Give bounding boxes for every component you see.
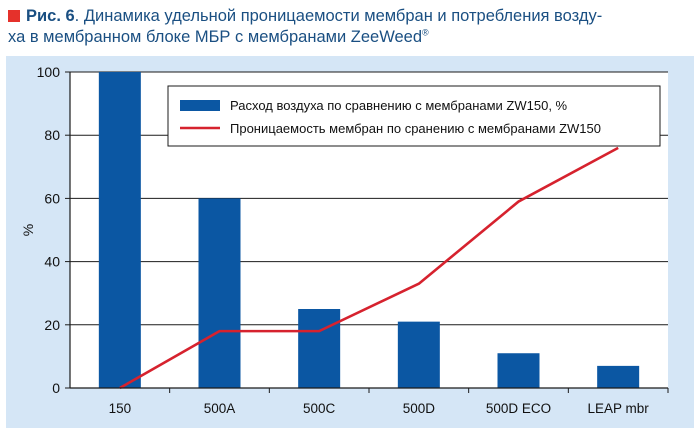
y-tick-label-1: 20 xyxy=(44,317,60,333)
y-axis-label: % xyxy=(20,224,36,236)
red-square-icon xyxy=(8,10,20,22)
trademark-symbol: ® xyxy=(422,27,429,38)
caption-title-part-2: ха в мембранном блоке МБР с мембранами Z… xyxy=(8,28,422,46)
x-tick-label-4: 500D ECO xyxy=(486,401,551,416)
bar-500c xyxy=(298,309,341,388)
y-tick-label-4: 80 xyxy=(44,127,60,143)
bar-500a xyxy=(198,198,241,388)
caption-line-2: ха в мембранном блоке МБР с мембранами Z… xyxy=(8,27,696,48)
y-tick-label-0: 0 xyxy=(52,380,60,396)
bar-leap-mbr xyxy=(597,365,640,388)
line-permeability xyxy=(119,146,619,390)
figure-label: Рис. 6 xyxy=(26,7,75,25)
legend-box xyxy=(167,85,661,147)
y-tick-label-3: 60 xyxy=(44,190,60,206)
caption-line-1: Рис. 6. Динамика удельной проницаемости … xyxy=(8,6,696,27)
y-tick-label-2: 40 xyxy=(44,254,60,270)
figure-caption: Рис. 6. Динамика удельной проницаемости … xyxy=(8,6,696,48)
chart: 0 20 40 60 80 100% 150 500A 500C 500D 500D ECO LEAP… xyxy=(20,64,669,416)
bar-150 xyxy=(98,72,141,388)
legend-label-air-flow: Расход воздуха по сравнению с мембранами… xyxy=(230,98,568,113)
legend-label-permeability: Проницаемость мембран по сранению с мемб… xyxy=(230,121,601,136)
x-tick-label-5: LEAP mbr xyxy=(588,401,650,416)
x-tick-label-0: 150 xyxy=(109,401,132,416)
y-tick-label-5: 100 xyxy=(37,64,61,80)
bar-500d-eco xyxy=(497,353,540,388)
legend-bar-swatch xyxy=(180,100,220,111)
x-tick-label-1: 500A xyxy=(204,401,236,416)
chart-panel: 0 20 40 60 80 100% 150 500A 500C 500D 500D ECO LEAP… xyxy=(6,56,694,428)
caption-title-part-1: . Динамика удельной проницаемости мембра… xyxy=(74,7,603,25)
x-tick-label-2: 500C xyxy=(303,401,336,416)
bar-500d xyxy=(397,321,440,388)
x-tick-label-3: 500D xyxy=(403,401,436,416)
